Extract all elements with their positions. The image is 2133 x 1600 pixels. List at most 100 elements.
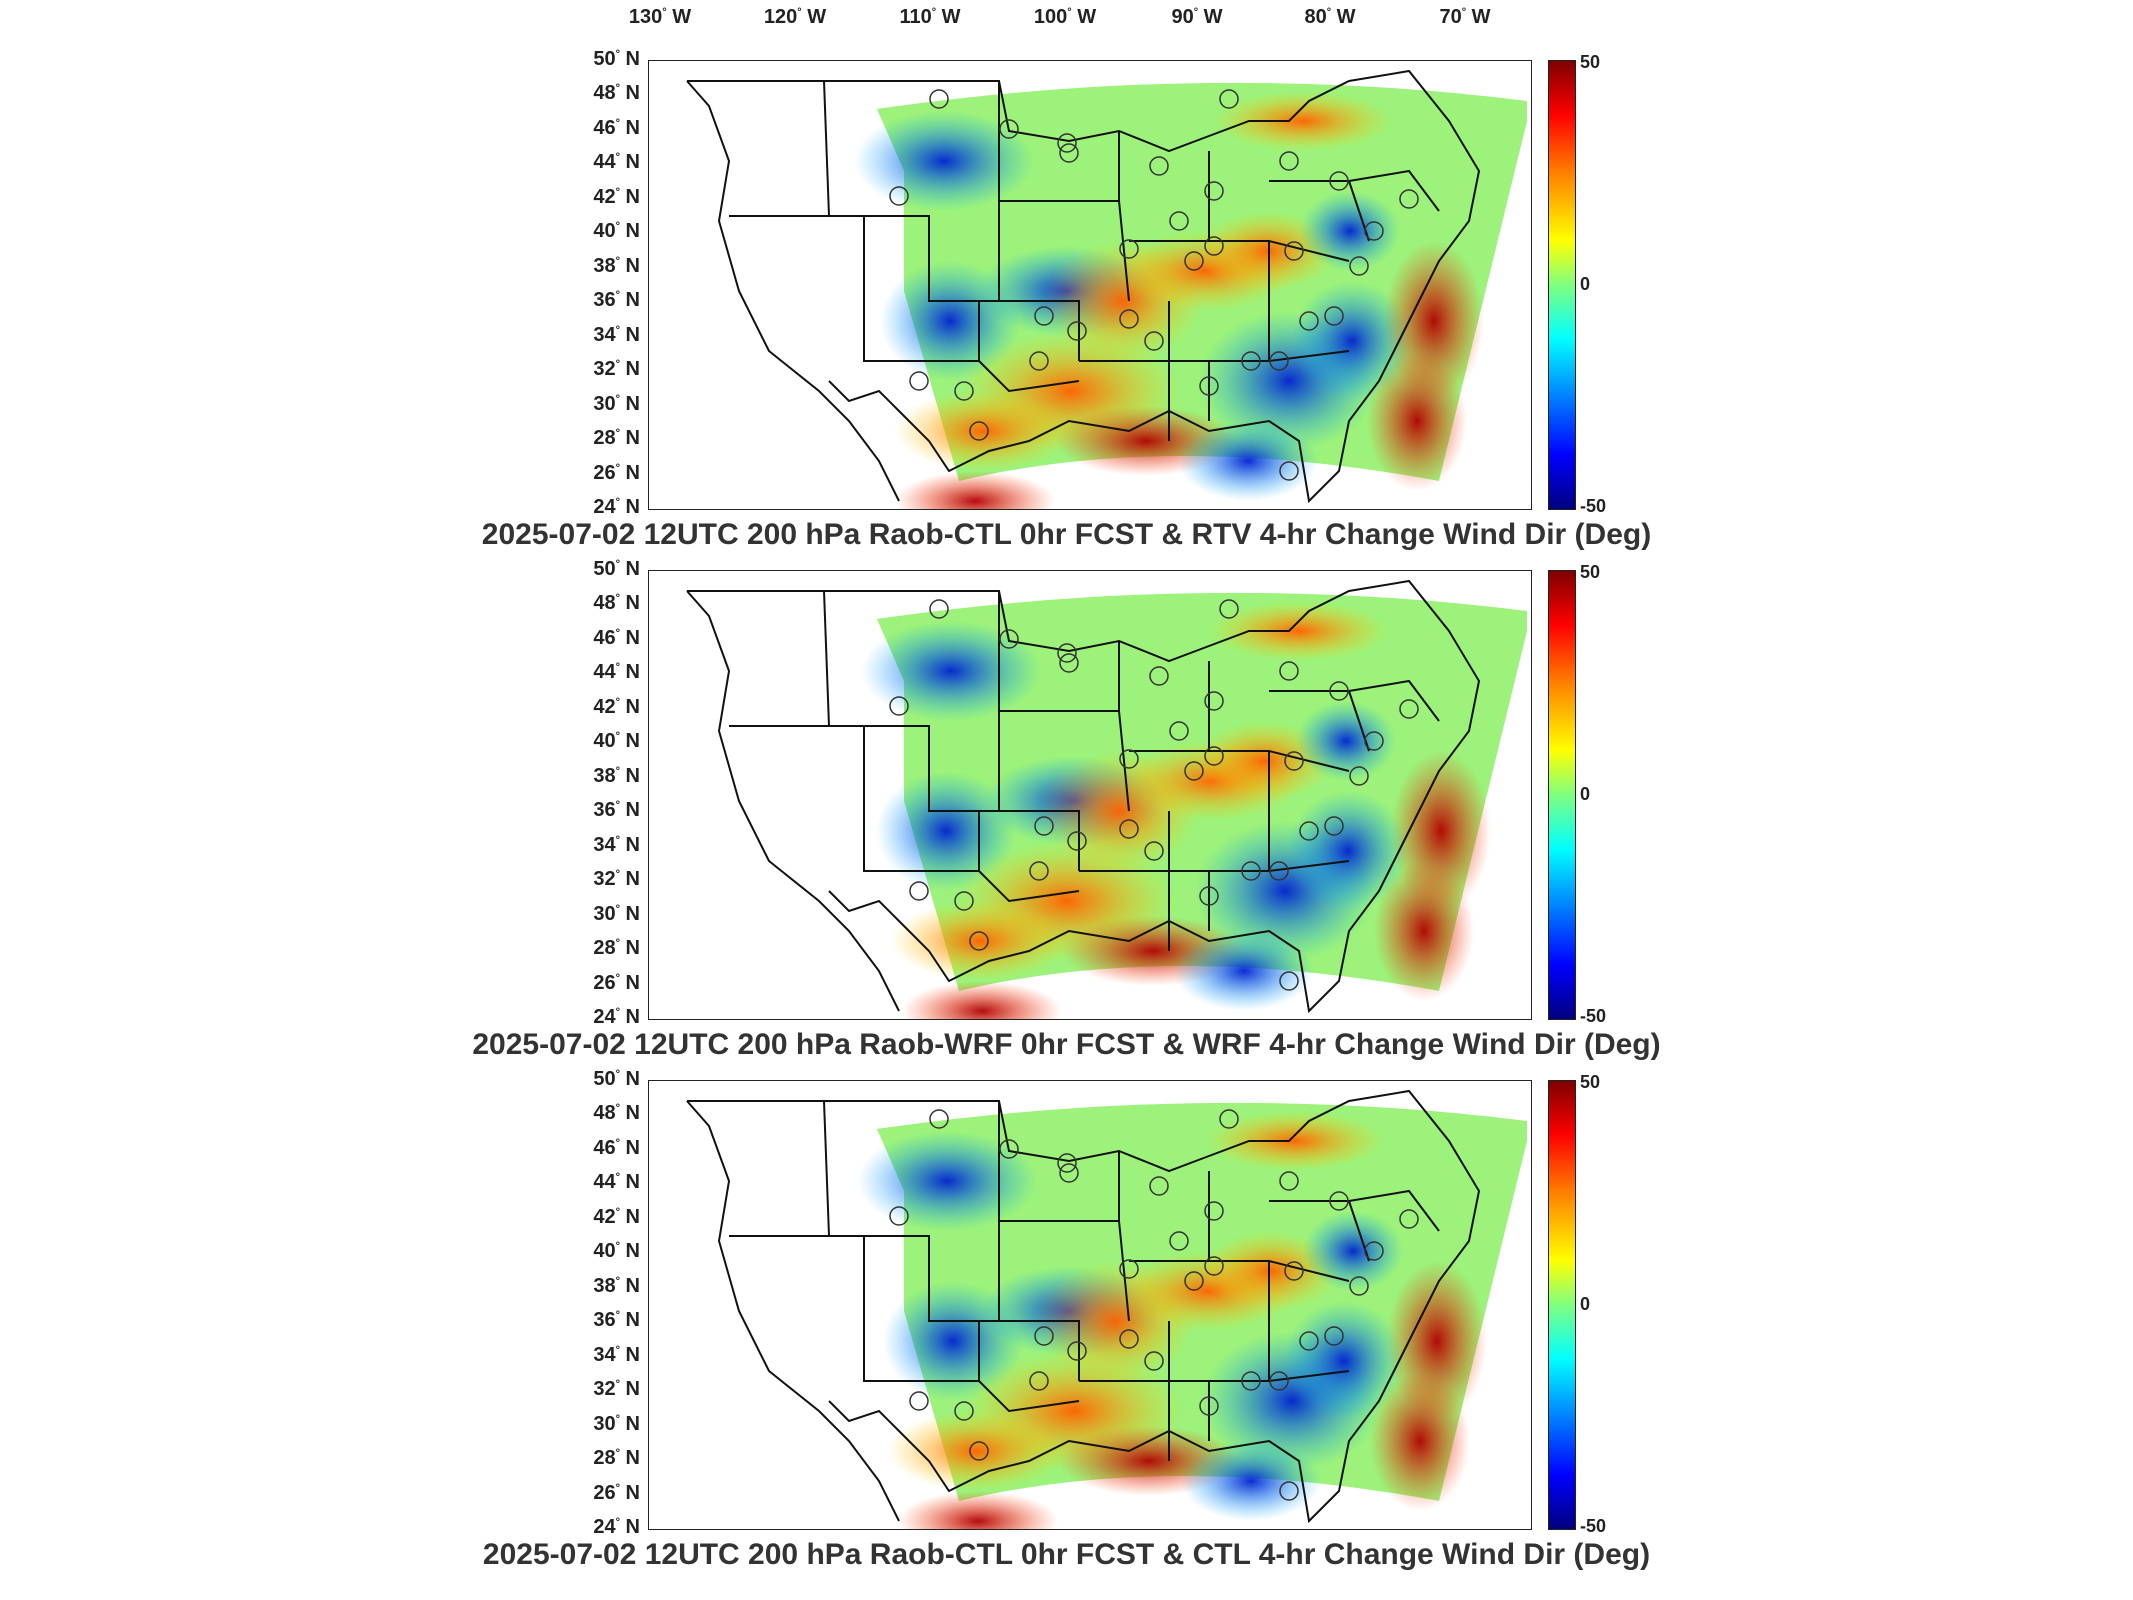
colorbar [1548,60,1576,510]
lat-label: 48° N [593,1102,640,1125]
raob-station-marker [954,891,974,911]
raob-station-marker [1279,151,1299,171]
raob-station-marker [909,1391,929,1411]
raob-station-marker [1184,251,1204,271]
map-frame [648,570,1532,1020]
raob-station-marker [1324,1326,1344,1346]
field-anomaly [1303,1211,1403,1291]
raob-station-marker [929,89,949,109]
lat-label: 34° N [593,833,640,856]
lon-label: 100° W [1033,6,1097,28]
field-anomaly [894,391,1074,471]
raob-stations [889,599,1419,991]
lat-label: 40° N [593,220,640,243]
field-anomaly [1370,1371,1470,1511]
raob-station-marker [889,1206,909,1226]
raob-station-marker [1399,189,1419,209]
raob-station-marker [889,186,909,206]
colorbar-min-label: -50 [1580,1516,1607,1536]
colorbar-min-label: -50 [1580,496,1607,516]
raob-station-marker [1329,171,1349,191]
field-anomalies [854,91,1484,509]
lat-label: 28° N [593,427,640,450]
raob-station-marker [1119,1259,1139,1279]
field-anomaly [902,981,1062,1019]
raob-station-marker [1204,181,1224,201]
raob-station-marker [1149,1176,1169,1196]
raob-station-marker [1241,861,1261,881]
lat-label: 48° N [593,82,640,105]
panel-caption: 2025-07-02 12UTC 200 hPa Raob-CTL 0hr FC… [481,518,1652,551]
raob-station-marker [1269,1371,1289,1391]
lat-label: 48° N [593,592,640,615]
raob-station-marker [1279,1171,1299,1191]
map-frame [648,1080,1532,1530]
field-anomaly [1296,701,1396,781]
colorbar [1548,1080,1576,1530]
raob-station-marker [1204,1256,1224,1276]
lon-label: 120° W [763,6,827,28]
lat-label: 50° N [593,1068,640,1090]
raob-station-marker [1299,311,1319,331]
field-anomaly [1292,281,1412,401]
field-anomaly [1300,191,1400,271]
raob-stations [889,89,1419,481]
lat-label: 28° N [593,1447,640,1470]
raob-station-marker [1279,971,1299,991]
lat-label: 46° N [593,116,640,139]
raob-station-marker [969,931,989,951]
raob-station-marker [1119,239,1139,259]
field-anomaly [886,1411,1066,1491]
field-anomaly [1209,601,1389,661]
lat-label: 38° N [593,764,640,787]
lat-label: 40° N [593,730,640,753]
raob-station-marker [1241,351,1261,371]
raob-station-marker [1279,461,1299,481]
raob-station-marker [1199,1396,1219,1416]
raob-station-marker [929,599,949,619]
colorbar-mid-label: 0 [1580,784,1591,804]
lat-label: 38° N [593,1274,640,1297]
raob-stations [889,1109,1419,1501]
lat-label: 42° N [593,695,640,718]
field-anomaly [1205,1111,1385,1171]
lat-label: 38° N [593,254,640,277]
colorbar-min-label: -50 [1580,1006,1607,1026]
field-anomaly [890,901,1070,981]
lat-label: 30° N [593,902,640,925]
raob-station-marker [1067,321,1087,341]
raob-station-marker [1204,746,1224,766]
raob-station-marker [1349,766,1369,786]
lat-label: 34° N [593,323,640,346]
raob-station-marker [1279,1481,1299,1501]
raob-station-marker [999,119,1019,139]
raob-station-marker [1399,699,1419,719]
lon-label: 130° W [628,6,692,28]
field-anomaly [876,771,1016,891]
lat-label: 42° N [593,185,640,208]
state-boundaries [686,1089,1481,1524]
raob-station-marker [999,1139,1019,1159]
lat-label: 36° N [593,799,640,822]
raob-station-marker [1219,89,1239,109]
raob-station-marker [969,1441,989,1461]
lat-label: 50° N [593,48,640,70]
colorbar-max-label: 50 [1580,1072,1601,1092]
raob-station-marker [1199,376,1219,396]
raob-station-marker [1067,831,1087,851]
field-anomaly [1174,931,1314,1011]
panel-caption: 2025-07-02 12UTC 200 hPa Raob-WRF 0hr FC… [472,1028,1661,1061]
colorbar-max-label: 50 [1580,562,1601,582]
colorbar-mid-label: 0 [1580,1294,1591,1314]
raob-station-marker [1329,1191,1349,1211]
field-anomaly [898,1491,1058,1529]
field-anomaly [1374,861,1474,1001]
raob-station-marker [1034,1326,1054,1346]
lat-label: 32° N [593,868,640,891]
map-canvas [686,579,1527,1019]
field-anomaly [1284,1301,1404,1421]
raob-station-marker [1349,256,1369,276]
raob-station-marker [1269,351,1289,371]
state-boundaries [686,69,1481,504]
raob-station-marker [1119,309,1139,329]
